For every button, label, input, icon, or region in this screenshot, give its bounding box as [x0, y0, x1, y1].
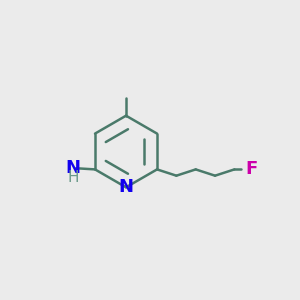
Text: N: N: [118, 178, 134, 196]
Text: N: N: [66, 159, 81, 177]
Text: F: F: [245, 160, 258, 178]
Text: H: H: [68, 169, 79, 184]
